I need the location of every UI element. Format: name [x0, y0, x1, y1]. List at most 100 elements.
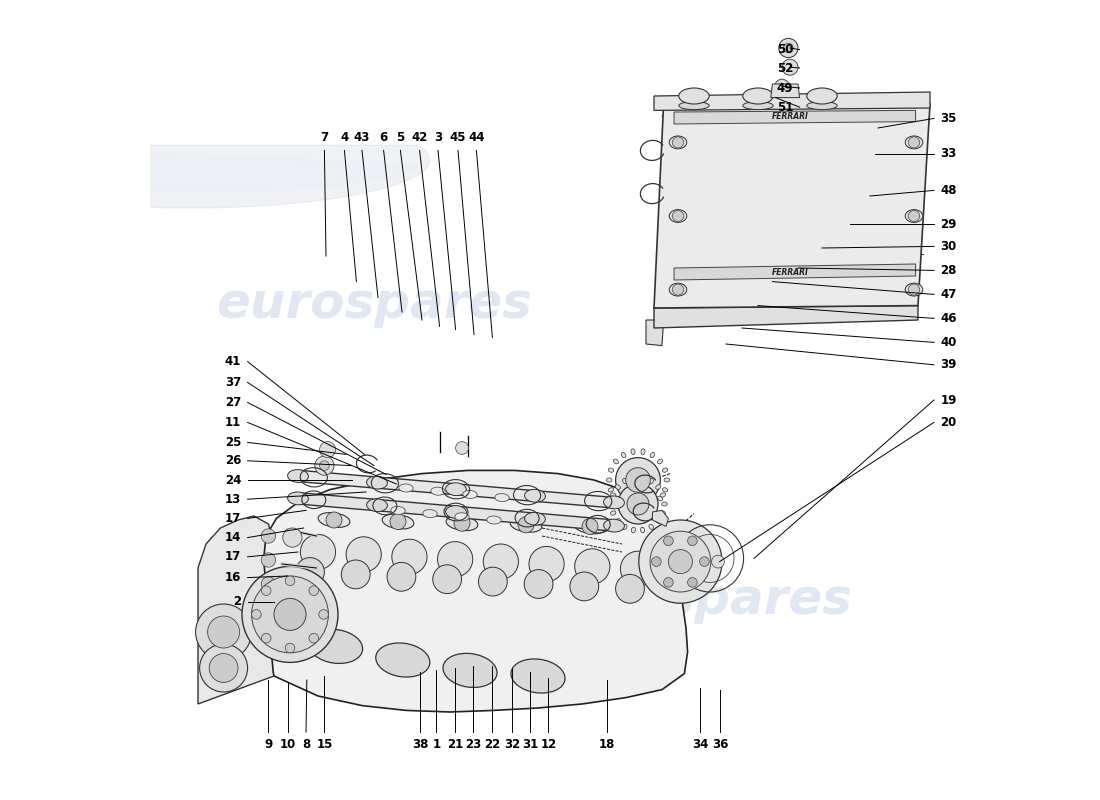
Text: 5: 5	[396, 131, 405, 144]
Ellipse shape	[806, 88, 837, 104]
Ellipse shape	[905, 136, 923, 149]
Ellipse shape	[649, 524, 653, 530]
Text: 10: 10	[279, 738, 296, 751]
Ellipse shape	[512, 659, 565, 693]
Circle shape	[582, 518, 598, 534]
Ellipse shape	[631, 527, 636, 533]
Ellipse shape	[390, 506, 405, 514]
Text: 4: 4	[340, 131, 349, 144]
Ellipse shape	[614, 496, 618, 501]
Circle shape	[208, 616, 240, 648]
Ellipse shape	[658, 496, 662, 501]
Text: 46: 46	[940, 312, 957, 325]
Ellipse shape	[525, 512, 546, 526]
Circle shape	[518, 517, 534, 533]
Ellipse shape	[660, 493, 666, 497]
Text: 39: 39	[940, 358, 957, 371]
Circle shape	[285, 643, 295, 653]
Ellipse shape	[463, 490, 477, 498]
Ellipse shape	[495, 494, 509, 502]
Circle shape	[909, 284, 920, 295]
Circle shape	[455, 442, 469, 454]
Ellipse shape	[287, 492, 308, 505]
Polygon shape	[0, 145, 430, 208]
Polygon shape	[674, 264, 915, 280]
Ellipse shape	[656, 485, 661, 490]
Polygon shape	[654, 104, 930, 308]
Ellipse shape	[679, 88, 710, 104]
Circle shape	[341, 560, 370, 589]
Ellipse shape	[623, 524, 627, 530]
Circle shape	[296, 558, 324, 586]
Circle shape	[261, 553, 276, 567]
Text: 22: 22	[484, 738, 500, 751]
Circle shape	[390, 514, 406, 530]
Ellipse shape	[525, 490, 546, 502]
Polygon shape	[298, 470, 616, 508]
Text: 16: 16	[224, 571, 241, 584]
Text: 23: 23	[465, 738, 482, 751]
Ellipse shape	[905, 283, 923, 296]
Circle shape	[779, 38, 798, 58]
Circle shape	[315, 456, 334, 475]
Text: 30: 30	[940, 240, 957, 253]
Ellipse shape	[610, 493, 616, 497]
Circle shape	[261, 529, 276, 543]
Text: 52: 52	[777, 62, 793, 74]
Text: 18: 18	[598, 738, 615, 751]
Circle shape	[285, 576, 295, 586]
Ellipse shape	[431, 487, 446, 495]
Ellipse shape	[606, 478, 612, 482]
Circle shape	[309, 634, 319, 643]
Ellipse shape	[650, 502, 654, 507]
Ellipse shape	[604, 496, 625, 509]
Circle shape	[672, 210, 683, 222]
Circle shape	[478, 567, 507, 596]
Ellipse shape	[610, 511, 616, 515]
Text: 48: 48	[940, 184, 957, 197]
Ellipse shape	[608, 488, 614, 492]
Text: 51: 51	[777, 101, 793, 114]
Ellipse shape	[615, 485, 620, 490]
Polygon shape	[674, 110, 915, 124]
Circle shape	[688, 578, 697, 587]
Polygon shape	[771, 84, 800, 98]
Circle shape	[209, 654, 238, 682]
Text: 17: 17	[224, 550, 241, 563]
Text: 20: 20	[940, 416, 957, 429]
Ellipse shape	[454, 513, 470, 521]
Text: 24: 24	[224, 474, 241, 486]
Text: 21: 21	[447, 738, 463, 751]
Ellipse shape	[621, 453, 626, 458]
Circle shape	[663, 536, 673, 546]
Ellipse shape	[742, 102, 773, 110]
Circle shape	[672, 284, 683, 295]
Ellipse shape	[669, 210, 686, 222]
Circle shape	[783, 43, 793, 53]
Circle shape	[320, 461, 329, 470]
Ellipse shape	[631, 506, 635, 511]
Ellipse shape	[309, 630, 363, 663]
Ellipse shape	[905, 210, 923, 222]
Circle shape	[627, 493, 649, 515]
Polygon shape	[264, 470, 688, 712]
Ellipse shape	[664, 478, 670, 482]
Polygon shape	[646, 320, 663, 346]
Circle shape	[909, 210, 920, 222]
Polygon shape	[654, 306, 918, 328]
Text: 32: 32	[504, 738, 520, 751]
Text: FERRARI: FERRARI	[771, 112, 808, 122]
Circle shape	[525, 570, 553, 598]
Ellipse shape	[658, 459, 662, 464]
Ellipse shape	[382, 514, 414, 529]
Circle shape	[669, 550, 692, 574]
Text: eurospares: eurospares	[216, 280, 532, 328]
Circle shape	[616, 458, 660, 502]
Circle shape	[650, 531, 711, 592]
Text: 41: 41	[224, 355, 241, 368]
Text: 13: 13	[224, 493, 241, 506]
Circle shape	[283, 528, 302, 547]
Polygon shape	[652, 510, 669, 526]
Text: 25: 25	[224, 436, 241, 449]
Text: 19: 19	[940, 394, 957, 406]
